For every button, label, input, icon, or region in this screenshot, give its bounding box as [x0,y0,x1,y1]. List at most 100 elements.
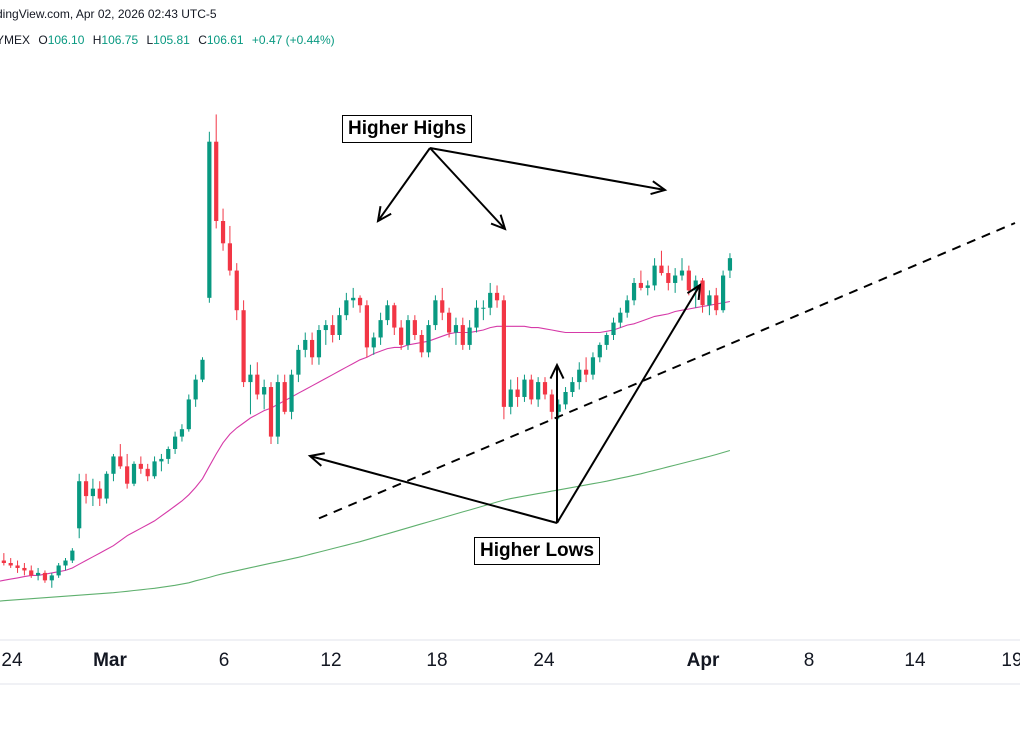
candle-body [590,357,596,375]
candle-body [638,282,643,288]
candle-body [49,575,54,581]
candle [344,292,349,321]
x-tick-label: Apr [687,650,720,671]
candle-body [371,337,376,348]
candle [501,295,506,420]
candle [42,570,48,583]
candle [323,320,328,345]
candle [15,560,20,573]
candle-body [159,458,164,462]
candle [645,280,650,296]
candle-body [700,280,705,306]
low-label: L [146,33,154,47]
candle [686,265,691,296]
candle-body [214,141,219,221]
candle-body [652,265,657,286]
x-tick-label: 8 [804,650,815,671]
source-line: dingView.com, Apr 02, 2026 02:43 UTC-5 [0,7,217,21]
candle [131,461,137,487]
candle-body [275,382,280,437]
candle-body [173,436,178,449]
candle-body [604,335,609,345]
candle-body [77,481,82,529]
candle [652,258,657,291]
candle [399,320,404,350]
candle-body [707,295,712,306]
candle [631,278,637,306]
candle [214,114,219,229]
candle [159,453,164,472]
candle-body [645,285,650,288]
arrow-higher-low-2-head [549,362,565,379]
candle [166,446,171,464]
arrow-higher-low-3-shaft [556,284,701,524]
candle [97,481,102,506]
candle-body [412,320,417,335]
ohlc-legend: YMEX O106.10 H106.75 L105.81 C106.61 +0.… [0,33,335,47]
candle [563,387,568,410]
candle-body [104,473,109,499]
candle [405,315,411,350]
candle-body [563,392,568,405]
candle-body [426,325,431,353]
candle [220,208,226,251]
candle [234,263,239,321]
candle [36,567,41,581]
arrow-higher-low-1 [307,452,558,524]
candle-body [385,305,390,321]
candle-body [90,488,95,497]
candle-body [686,270,691,291]
candle-body [1,560,6,563]
candle-body [316,330,322,358]
candle [590,352,596,380]
arrow-higher-high-1-shaft [377,147,431,222]
open-label: O [38,33,48,47]
candle-body [625,300,630,313]
candle [378,312,383,345]
candle-body [673,275,678,283]
candle [467,320,472,350]
candle [262,379,267,410]
candle-body [447,312,452,333]
candle [77,473,82,539]
x-tick-label: 24 [1,650,23,671]
candle [604,332,609,350]
candle [296,344,301,383]
ma-slow-line [0,449,731,602]
candle [268,382,274,445]
candle [494,285,500,308]
candle-body [440,300,445,313]
candle [275,374,280,445]
candle [303,332,308,358]
candle [193,374,198,407]
arrow-higher-low-3 [556,283,702,524]
candle-body [453,325,459,333]
candle [310,332,315,365]
candle-body [556,404,561,412]
candle [611,317,616,340]
candle-body [125,466,130,484]
high-value: 106.75 [101,33,139,47]
candle-body [255,374,260,395]
candle [125,453,130,489]
candle-body [399,327,404,345]
candle-body [577,369,582,383]
candle [90,478,95,506]
candle [419,330,424,358]
candle [679,258,685,281]
candle-body [200,359,205,380]
arrow-higher-high-2-shaft [429,147,506,230]
candle-body [131,463,137,484]
moving-averages [0,300,731,602]
candle [659,250,664,276]
higher-lows-label: Higher Lows [474,537,601,565]
candle [227,225,232,276]
candle [515,377,520,407]
candle [460,317,465,350]
candle [1,553,6,566]
low-value: 105.81 [153,33,190,47]
arrow-higher-high-2-head [490,214,507,231]
candle-body [529,379,534,400]
arrow-higher-low-1-head [307,452,325,467]
